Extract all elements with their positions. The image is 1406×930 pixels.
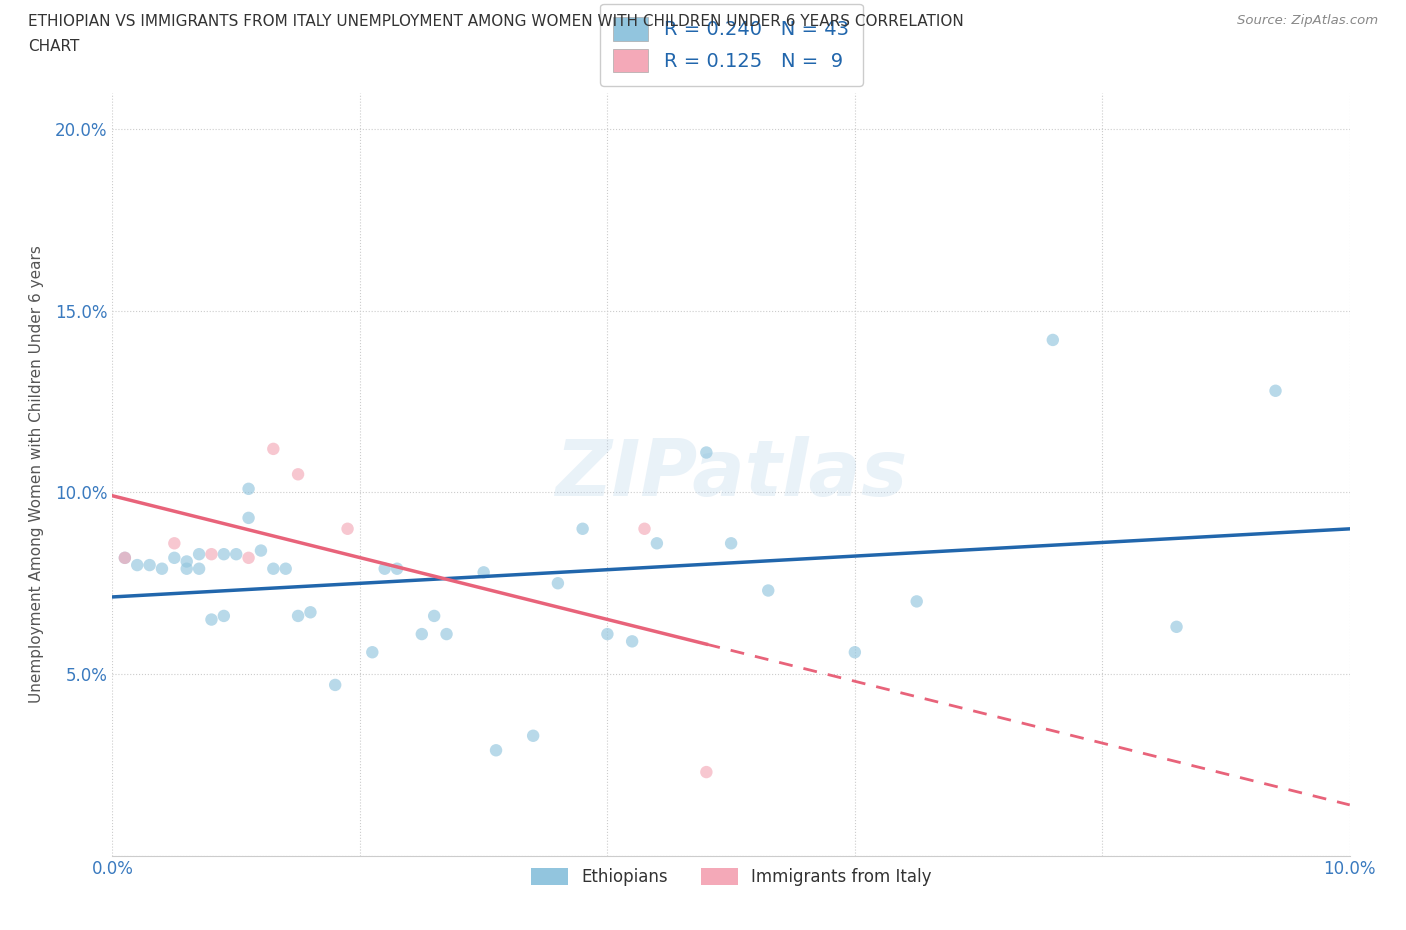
Point (163, 551, 186, 565)
Point (695, 764, 717, 779)
Point (262, 562, 284, 577)
Point (127, 558, 149, 573)
Point (1166, 619, 1188, 634)
Point (212, 608, 235, 623)
Point (114, 551, 136, 565)
Point (336, 522, 359, 537)
Point (225, 547, 247, 562)
Point (905, 594, 928, 609)
Y-axis label: Unemployment Among Women with Children Under 6 years: Unemployment Among Women with Children U… (30, 246, 44, 703)
Point (695, 445, 717, 460)
Point (423, 608, 446, 623)
Text: ZIPatlas: ZIPatlas (555, 436, 907, 512)
Point (645, 536, 668, 551)
Point (287, 467, 309, 482)
Point (1042, 333, 1064, 348)
Point (522, 728, 544, 743)
Point (1264, 383, 1286, 398)
Text: CHART: CHART (28, 39, 80, 54)
Text: Source: ZipAtlas.com: Source: ZipAtlas.com (1237, 14, 1378, 27)
Point (238, 482, 260, 497)
Point (323, 677, 346, 692)
Point (361, 644, 384, 659)
Point (212, 547, 235, 562)
Point (385, 562, 408, 577)
Point (621, 634, 644, 649)
Point (287, 608, 309, 623)
Point (374, 562, 396, 577)
Point (200, 547, 222, 562)
Point (188, 547, 211, 562)
Point (547, 576, 569, 591)
Point (114, 551, 136, 565)
Point (150, 562, 173, 577)
Point (176, 562, 198, 577)
Point (262, 442, 284, 457)
Point (720, 536, 742, 551)
Point (176, 554, 198, 569)
Point (633, 522, 655, 537)
Point (596, 627, 619, 642)
Point (250, 543, 273, 558)
Point (411, 627, 433, 642)
Point (472, 565, 495, 579)
Point (756, 583, 779, 598)
Point (138, 558, 160, 573)
Text: ETHIOPIAN VS IMMIGRANTS FROM ITALY UNEMPLOYMENT AMONG WOMEN WITH CHILDREN UNDER : ETHIOPIAN VS IMMIGRANTS FROM ITALY UNEMP… (28, 14, 965, 29)
Point (238, 511, 260, 525)
Point (485, 743, 508, 758)
Legend: Ethiopians, Immigrants from Italy: Ethiopians, Immigrants from Italy (524, 861, 938, 893)
Point (844, 644, 866, 659)
Point (274, 562, 297, 577)
Point (299, 604, 322, 619)
Point (200, 612, 222, 627)
Point (436, 627, 458, 642)
Point (238, 551, 260, 565)
Point (571, 522, 593, 537)
Point (188, 562, 211, 577)
Point (163, 536, 186, 551)
